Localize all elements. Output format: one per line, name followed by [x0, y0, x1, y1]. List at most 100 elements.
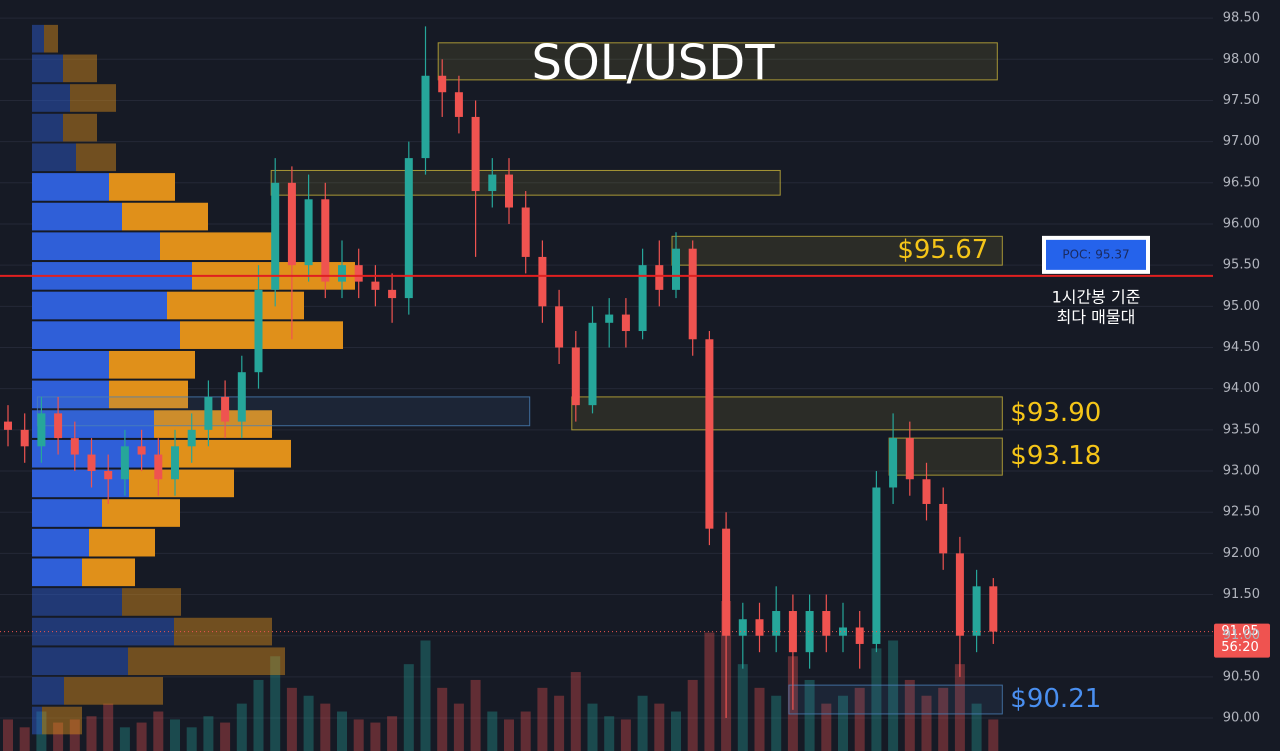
- candle-body: [70, 438, 79, 455]
- volume-bar: [921, 695, 932, 751]
- zone-label: $90.21: [1010, 684, 1101, 714]
- zone-label: $93.90: [1010, 398, 1101, 428]
- volume-bar: [337, 711, 347, 751]
- profile-sell: [44, 24, 58, 53]
- zone: [671, 235, 1003, 266]
- profile-sell: [154, 410, 272, 438]
- y-tick-label: 97.50: [1223, 93, 1260, 108]
- candle-body: [605, 314, 614, 323]
- candle-body: [822, 611, 831, 636]
- profile-sell: [63, 113, 97, 142]
- candle-body: [204, 396, 213, 430]
- volume-bar: [821, 703, 832, 751]
- candle-body: [287, 182, 296, 266]
- candle-body: [104, 471, 113, 480]
- profile-buy: [32, 350, 109, 379]
- countdown: 56:20: [1221, 640, 1258, 655]
- candle-body: [772, 611, 781, 636]
- candle-body: [872, 487, 881, 644]
- y-tick-label: 95.00: [1223, 299, 1260, 314]
- candle-body: [655, 265, 664, 290]
- profile-sell: [89, 528, 155, 557]
- candle-body: [321, 199, 330, 282]
- zone-label: $95.67: [897, 235, 988, 265]
- profile-buy: [32, 469, 129, 498]
- candle-body: [922, 479, 931, 504]
- y-tick-label: 90.50: [1223, 669, 1260, 684]
- volume-bar: [253, 679, 264, 751]
- last-price-box: [1214, 623, 1270, 658]
- volume-bar: [36, 711, 47, 751]
- profile-buy: [32, 321, 180, 349]
- volume-bar: [103, 703, 114, 751]
- volume-bar: [203, 716, 214, 751]
- volume-bar: [654, 703, 665, 751]
- candle-body: [20, 429, 29, 447]
- volume-bar: [954, 664, 965, 751]
- candle-body: [271, 182, 280, 290]
- poc-box: [1042, 235, 1150, 274]
- profile-buy: [32, 558, 82, 587]
- volume-bar: [69, 719, 80, 751]
- chart-title: SOL/USDT: [531, 35, 775, 91]
- volume-bar: [286, 687, 297, 751]
- candle-body: [37, 413, 46, 447]
- candle-body: [87, 454, 96, 472]
- volume-bar: [453, 703, 464, 751]
- y-tick-label: 93.50: [1223, 422, 1260, 437]
- y-tick-label: 95.50: [1223, 258, 1260, 273]
- candle-body: [588, 322, 597, 406]
- volume-bar: [737, 664, 748, 751]
- volume-bar: [186, 727, 197, 751]
- candle-body: [905, 438, 914, 480]
- candle-body: [388, 289, 397, 299]
- volume-bar: [587, 703, 598, 751]
- volume-bar: [86, 716, 97, 751]
- profile-buy: [32, 380, 109, 409]
- candle-body: [221, 396, 230, 422]
- candle-body: [939, 503, 948, 554]
- volume-bar: [437, 687, 448, 751]
- candle-body: [505, 174, 513, 208]
- candle-body: [839, 627, 847, 636]
- candle-body: [688, 248, 697, 340]
- volume-bar: [570, 672, 581, 751]
- poc-note: 최다 매물대: [1057, 307, 1136, 326]
- profile-buy: [32, 291, 167, 320]
- candle-body: [555, 306, 564, 348]
- y-tick-label: 96.50: [1223, 175, 1260, 190]
- candle-body: [154, 454, 163, 480]
- profile-sell: [160, 439, 291, 468]
- volume-bar: [854, 687, 865, 751]
- profile-buy: [32, 24, 44, 53]
- candle-body: [989, 586, 998, 632]
- y-tick-label: 93.00: [1223, 464, 1260, 479]
- volume-bar: [303, 695, 314, 751]
- candle-body: [738, 619, 747, 636]
- profile-buy: [32, 617, 174, 646]
- candle-body: [237, 372, 246, 422]
- profile-sell: [160, 232, 279, 261]
- profile-sell: [82, 558, 135, 587]
- volume-bar: [620, 719, 631, 751]
- profile-buy: [32, 143, 76, 172]
- profile-sell: [167, 291, 304, 320]
- volume-bar: [888, 640, 899, 751]
- candle-body: [354, 265, 363, 282]
- volume-bar: [236, 703, 247, 751]
- candle-body: [855, 627, 864, 644]
- volume-bar: [119, 727, 130, 751]
- candle-body: [538, 256, 547, 307]
- volume-bar: [687, 679, 698, 751]
- profile-sell: [109, 350, 195, 379]
- y-tick-label: 97.00: [1223, 134, 1260, 149]
- profile-sell: [64, 677, 163, 705]
- candle-body: [755, 619, 764, 636]
- volume-bar: [754, 687, 765, 751]
- candle-body: [471, 116, 480, 192]
- volume-bar: [504, 719, 514, 751]
- volume-bar: [403, 664, 414, 751]
- y-tick-label: 90.00: [1223, 711, 1260, 726]
